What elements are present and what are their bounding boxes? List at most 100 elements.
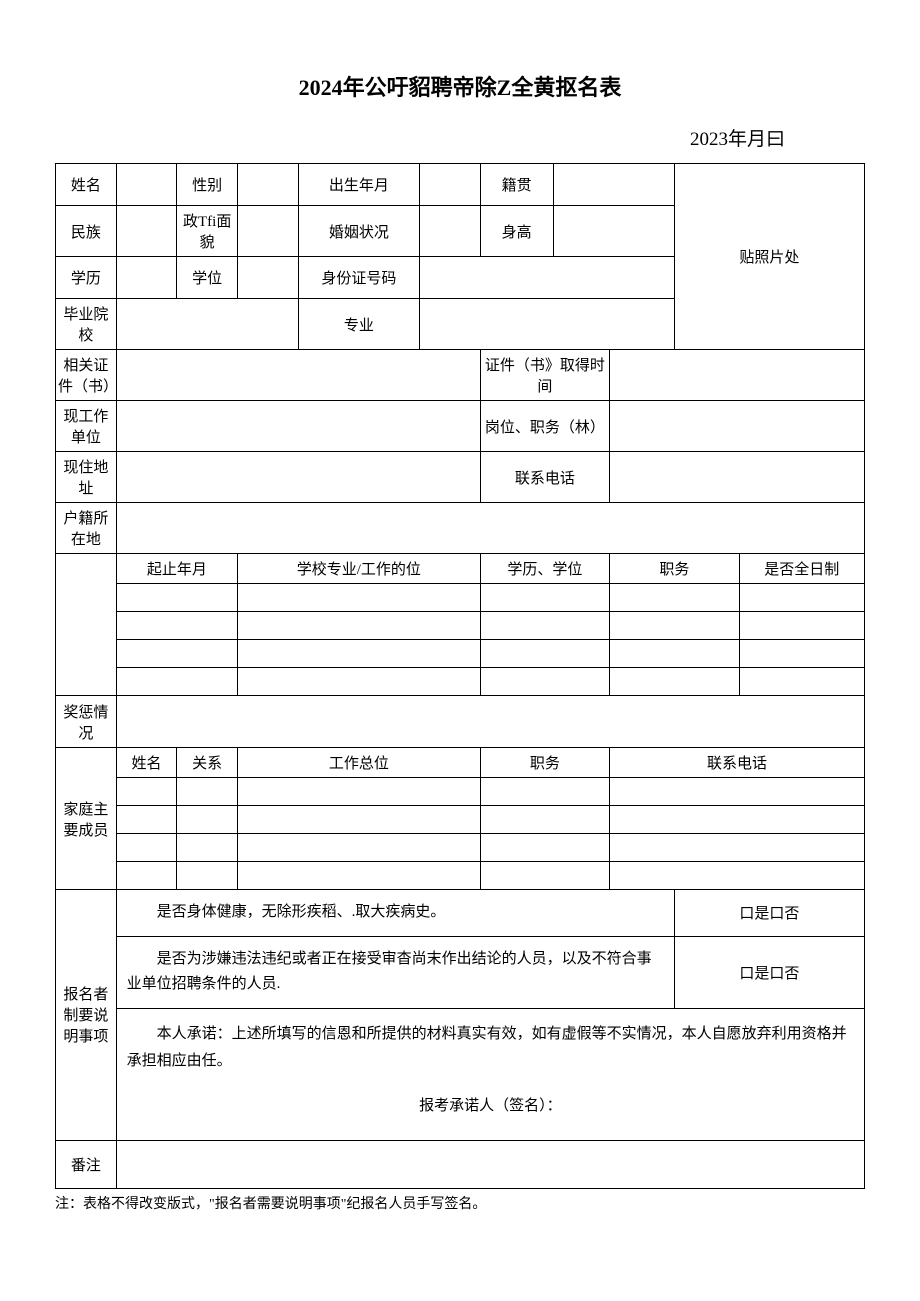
- value-ethnicity: [116, 206, 177, 257]
- registration-form-table: 姓名 性别 出生年月 籍贯 贴照片处 民族 政Tfi面貌 婚姻状况 身高 学历 …: [55, 163, 865, 1189]
- resume-section-label: [56, 554, 117, 696]
- family-r2-post: [480, 806, 609, 834]
- statement-q1: 是否身体健康，无除形疾稻、.取大疾病史。: [116, 890, 674, 937]
- label-f-post: 职务: [480, 748, 609, 778]
- label-household: 户籍所在地: [56, 503, 117, 554]
- label-f-unit: 工作总位: [238, 748, 481, 778]
- family-r3-phone: [610, 834, 865, 862]
- label-school: 毕业院校: [56, 299, 117, 350]
- label-resume-edu: 学历、学位: [480, 554, 609, 584]
- value-id-number: [420, 257, 675, 299]
- label-resume-fulltime: 是否全日制: [739, 554, 864, 584]
- family-r4-phone: [610, 862, 865, 890]
- resume-r2-edu: [480, 612, 609, 640]
- statement-pledge-cell: 本人承诺：上述所填写的信恩和所提供的材料真实有效，如有虚假等不实情况，本人自愿放…: [116, 1008, 864, 1140]
- resume-r4-ft: [739, 668, 864, 696]
- resume-r2-period: [116, 612, 237, 640]
- resume-r4-edu: [480, 668, 609, 696]
- label-f-phone: 联系电话: [610, 748, 865, 778]
- value-birth: [420, 164, 481, 206]
- family-r4-unit: [238, 862, 481, 890]
- label-resume-post: 职务: [610, 554, 739, 584]
- value-work-unit: [116, 401, 480, 452]
- family-r1-unit: [238, 778, 481, 806]
- label-address: 现住地址: [56, 452, 117, 503]
- resume-r1-ft: [739, 584, 864, 612]
- resume-r3-school: [238, 640, 481, 668]
- family-r1-rel: [177, 778, 238, 806]
- label-name: 姓名: [56, 164, 117, 206]
- resume-r4-school: [238, 668, 481, 696]
- label-political: 政Tfi面貌: [177, 206, 238, 257]
- label-remark: 番注: [56, 1140, 117, 1188]
- resume-r2-post: [610, 612, 739, 640]
- value-remark: [116, 1140, 864, 1188]
- statement-q2-yn: 口是口否: [674, 936, 864, 1008]
- label-ethnicity: 民族: [56, 206, 117, 257]
- value-major: [420, 299, 675, 350]
- family-r1-phone: [610, 778, 865, 806]
- family-r4-rel: [177, 862, 238, 890]
- page-title: 2024年公吁貂聘帝除Z全黄抠名表: [55, 70, 865, 102]
- label-reward: 奖惩情况: [56, 696, 117, 748]
- value-household: [116, 503, 864, 554]
- family-r4-post: [480, 862, 609, 890]
- label-education: 学历: [56, 257, 117, 299]
- date-line: 2023年月曰: [55, 124, 865, 151]
- resume-r2-ft: [739, 612, 864, 640]
- label-statement: 报名者制要说明事项: [56, 890, 117, 1141]
- value-degree: [238, 257, 299, 299]
- family-r3-unit: [238, 834, 481, 862]
- photo-area: 贴照片处: [674, 164, 864, 350]
- label-f-relation: 关系: [177, 748, 238, 778]
- label-id-number: 身份证号码: [298, 257, 419, 299]
- family-r2-unit: [238, 806, 481, 834]
- label-native-place: 籍贯: [480, 164, 553, 206]
- value-school: [116, 299, 298, 350]
- sign-label: 报考承诺人（签名）：: [127, 1075, 854, 1128]
- value-marital: [420, 206, 481, 257]
- label-phone: 联系电话: [480, 452, 609, 503]
- label-birth: 出生年月: [298, 164, 419, 206]
- value-name: [116, 164, 177, 206]
- resume-r4-post: [610, 668, 739, 696]
- value-native-place: [553, 164, 674, 206]
- value-height: [553, 206, 674, 257]
- resume-r3-edu: [480, 640, 609, 668]
- footnote: 注：表格不得改变版式，"报名者需要说明事项"纪报名人员手写签名。: [55, 1193, 865, 1213]
- label-f-name: 姓名: [116, 748, 177, 778]
- resume-r1-period: [116, 584, 237, 612]
- statement-q1-yn: 口是口否: [674, 890, 864, 937]
- label-major: 专业: [298, 299, 419, 350]
- family-r3-rel: [177, 834, 238, 862]
- label-height: 身高: [480, 206, 553, 257]
- label-work-unit: 现工作单位: [56, 401, 117, 452]
- value-position: [610, 401, 865, 452]
- family-r2-rel: [177, 806, 238, 834]
- family-r1-name: [116, 778, 177, 806]
- label-position: 岗位、职务（林）: [480, 401, 609, 452]
- pledge-text: 本人承诺：上述所填写的信恩和所提供的材料真实有效，如有虚假等不实情况，本人自愿放…: [127, 1021, 854, 1075]
- family-r2-phone: [610, 806, 865, 834]
- resume-r1-edu: [480, 584, 609, 612]
- resume-r1-school: [238, 584, 481, 612]
- family-r2-name: [116, 806, 177, 834]
- resume-r1-post: [610, 584, 739, 612]
- family-r1-post: [480, 778, 609, 806]
- value-cert-time: [610, 350, 865, 401]
- statement-q2: 是否为涉嫌违法违纪或者正在接受审杳尚末作出结论的人员，以及不符合事业单位招聘条件…: [116, 936, 674, 1008]
- value-address: [116, 452, 480, 503]
- family-r4-name: [116, 862, 177, 890]
- resume-r4-period: [116, 668, 237, 696]
- label-resume-period: 起止年月: [116, 554, 237, 584]
- family-r3-name: [116, 834, 177, 862]
- resume-r2-school: [238, 612, 481, 640]
- resume-r3-period: [116, 640, 237, 668]
- resume-r3-ft: [739, 640, 864, 668]
- value-reward: [116, 696, 864, 748]
- label-cert-time: 证件（书》取得时间: [480, 350, 609, 401]
- value-education: [116, 257, 177, 299]
- label-gender: 性别: [177, 164, 238, 206]
- value-political: [238, 206, 299, 257]
- label-resume-school: 学校专业/工作的位: [238, 554, 481, 584]
